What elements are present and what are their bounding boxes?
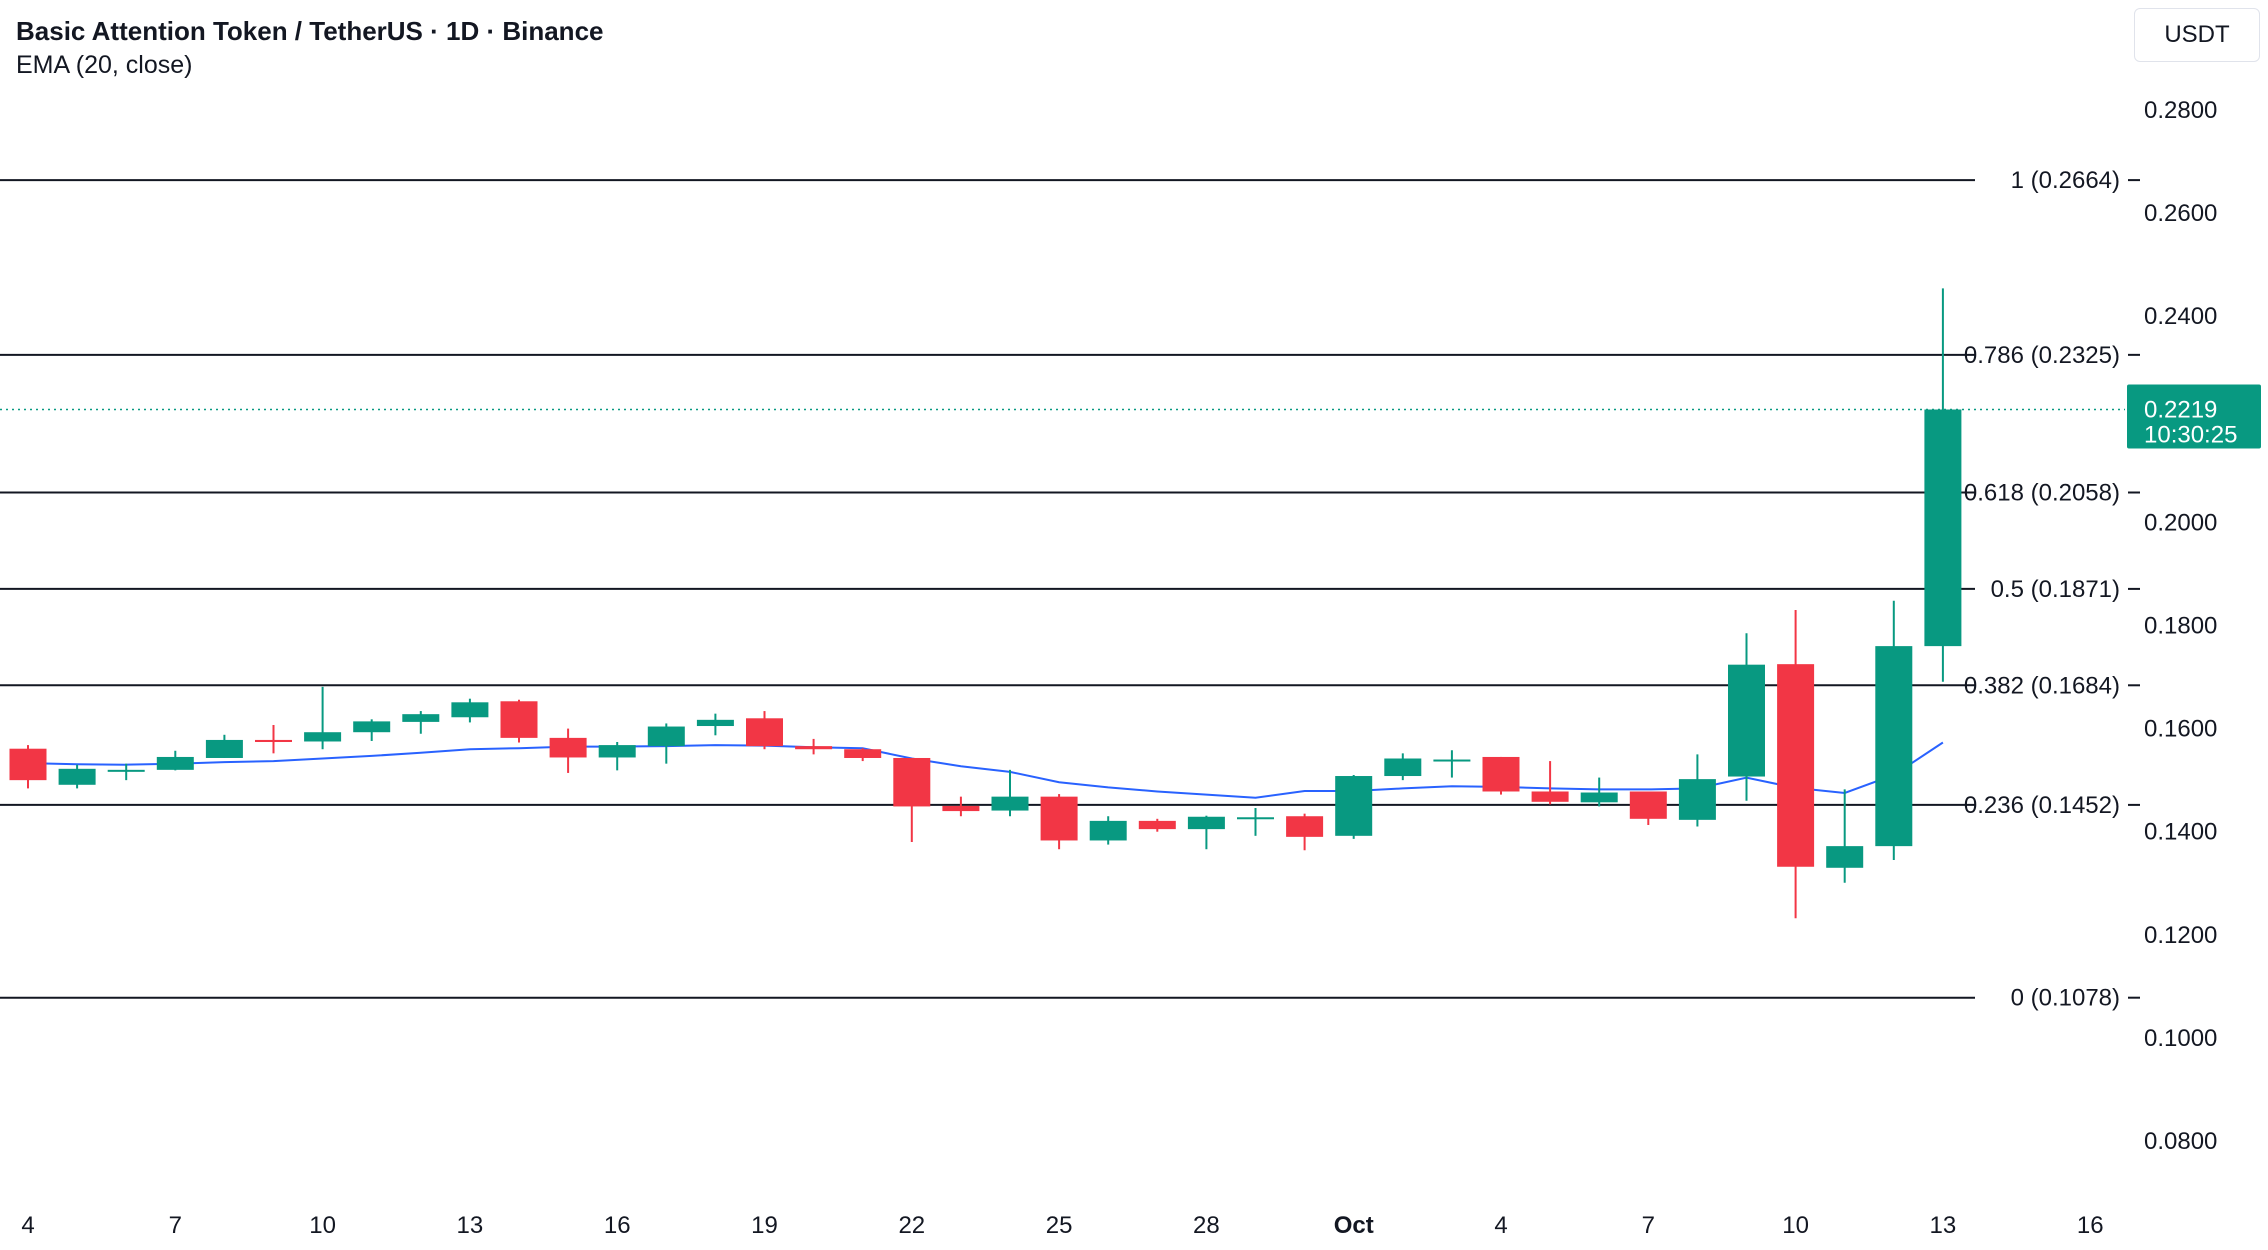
time-axis-label: 13 — [457, 1212, 484, 1239]
time-axis-label: 10 — [309, 1212, 336, 1239]
time-axis-label: 13 — [1930, 1212, 1957, 1239]
price-axis-label: 0.1800 — [2144, 613, 2217, 640]
candle-body — [353, 721, 391, 733]
candle-body — [451, 702, 489, 718]
time-axis-label: 7 — [1642, 1212, 1655, 1239]
price-axis-label: 0.1000 — [2144, 1025, 2217, 1052]
time-axis-label: 22 — [898, 1212, 925, 1239]
price-axis-label: 0.1600 — [2144, 716, 2217, 743]
candle-body — [1875, 646, 1913, 847]
candle-body — [598, 745, 636, 758]
candle-body — [1286, 816, 1324, 837]
candle-body — [696, 719, 734, 727]
candle-body — [1089, 820, 1127, 841]
price-axis-label: 0.2600 — [2144, 200, 2217, 227]
time-axis[interactable]: 4 7 10 13 16 19 22 25 28 Oct 4 7 10 13 16 — [21, 1212, 2103, 1239]
fib-level-label: 0.5 (0.1871) — [1991, 576, 2120, 603]
candle-body — [1777, 664, 1815, 867]
candle-body — [1040, 796, 1078, 841]
candle-body — [1728, 664, 1765, 777]
candlesticks — [9, 288, 1962, 919]
fib-level-label: 1 (0.2664) — [2011, 167, 2120, 194]
fib-level-label: 0.236 (0.1452) — [1964, 792, 2120, 819]
fib-level-label: 0.382 (0.1684) — [1964, 672, 2120, 699]
candle-body — [647, 726, 685, 747]
fib-level-label: 0 (0.1078) — [2011, 985, 2120, 1012]
candle-body — [1531, 791, 1569, 802]
candle-body — [549, 737, 587, 758]
chart-header: Basic Attention Token / TetherUS · 1D · … — [16, 14, 604, 82]
candle-body — [1138, 820, 1176, 830]
time-axis-label: 16 — [604, 1212, 631, 1239]
time-axis-label: 28 — [1193, 1212, 1220, 1239]
candle-body — [1237, 817, 1274, 820]
currency-button[interactable]: USDT — [2134, 8, 2260, 62]
fib-level-label: 0.786 (0.2325) — [1964, 342, 2120, 369]
time-axis-label: 4 — [21, 1212, 34, 1239]
price-axis-label: 0.2400 — [2144, 303, 2217, 330]
candle-body — [1629, 791, 1667, 819]
candle-body — [205, 739, 243, 758]
candle-body — [255, 739, 292, 743]
candle-body — [1924, 409, 1962, 647]
last-price-tag: 0.2219 10:30:25 — [2127, 384, 2261, 449]
time-axis-label: 16 — [2077, 1212, 2104, 1239]
candle-body — [746, 718, 783, 747]
candle-body — [1580, 792, 1618, 803]
candle-body — [107, 769, 145, 772]
candle-body — [58, 768, 96, 785]
price-axis-label: 0.0800 — [2144, 1128, 2217, 1155]
candle-body — [844, 749, 882, 758]
time-axis-label: 10 — [1782, 1212, 1809, 1239]
price-axis-label: 0.1400 — [2144, 819, 2217, 846]
price-axis-label: 0.1200 — [2144, 922, 2217, 949]
fib-level-label: 0.618 (0.2058) — [1964, 480, 2120, 507]
time-axis-label: 19 — [751, 1212, 778, 1239]
price-axis-label: 0.2800 — [2144, 97, 2217, 124]
fibonacci-retracement[interactable]: 1 (0.2664) 0.786 (0.2325) 0.618 (0.2058) 0.… — [0, 167, 2140, 1012]
candle-body — [402, 714, 440, 722]
candle-body — [991, 796, 1029, 811]
candle-body — [1384, 758, 1422, 777]
candle-body — [1678, 779, 1716, 820]
time-axis-label: Oct — [1334, 1212, 1374, 1239]
price-axis[interactable]: 0.28000.26000.24000.22000.20000.18000.16… — [2144, 97, 2217, 1155]
time-axis-label: 25 — [1046, 1212, 1073, 1239]
candle-body — [500, 701, 538, 738]
symbol-title[interactable]: Basic Attention Token / TetherUS · 1D · … — [16, 16, 604, 46]
candle-body — [1433, 759, 1471, 762]
candle-body — [942, 805, 980, 812]
candle-body — [1335, 776, 1373, 836]
candle-body — [1482, 756, 1520, 792]
bar-countdown: 10:30:25 — [2144, 422, 2237, 449]
time-axis-label: 7 — [169, 1212, 182, 1239]
time-axis-label: 4 — [1494, 1212, 1507, 1239]
candle-body — [1826, 846, 1864, 868]
candle-body — [304, 732, 342, 742]
candle-body — [893, 757, 931, 807]
candle-body — [9, 748, 47, 781]
indicator-legend-ema[interactable]: EMA (20, close) — [16, 51, 193, 79]
ema-line — [27, 741, 1944, 799]
price-axis-label: 0.2000 — [2144, 509, 2217, 536]
candle-body — [795, 746, 833, 750]
candle-body — [1187, 816, 1225, 830]
candle-body — [156, 756, 194, 770]
last-price-value: 0.2219 — [2144, 397, 2217, 424]
last-price-tag-background — [2127, 384, 2261, 449]
